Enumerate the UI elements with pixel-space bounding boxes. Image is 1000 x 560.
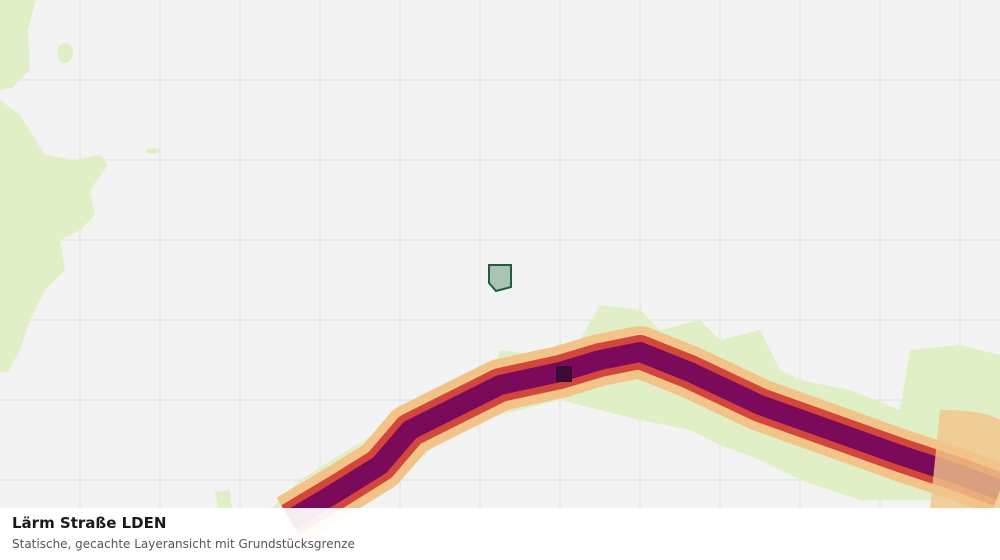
caption-subtitle: Statische, gecachte Layeransicht mit Gru… — [12, 537, 355, 551]
road-noise-bands — [276, 326, 1000, 543]
parcel-boundary[interactable] — [488, 264, 512, 293]
caption: Lärm Straße LDEN Statische, gecachte Lay… — [0, 508, 1000, 560]
caption-title: Lärm Straße LDEN — [12, 514, 167, 532]
noise-peak — [556, 366, 572, 382]
noise-area — [930, 410, 1000, 510]
